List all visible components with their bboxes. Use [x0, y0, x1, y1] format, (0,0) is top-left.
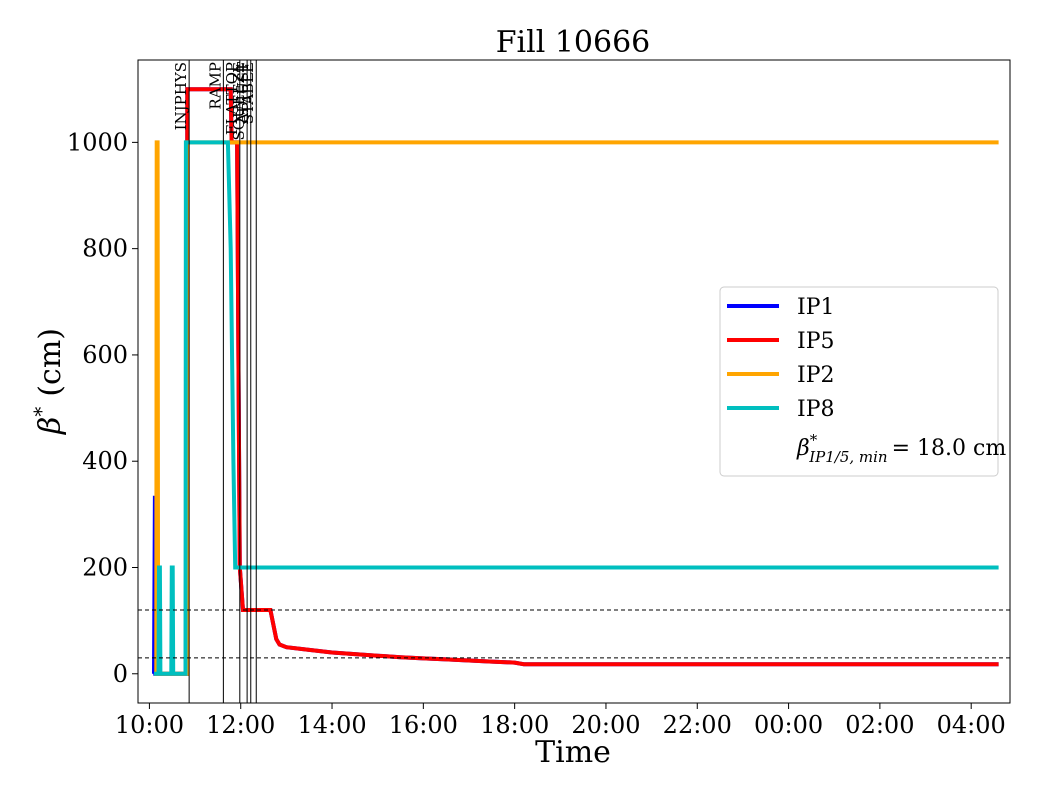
phase-label-stable: STABLE [239, 62, 257, 124]
x-tick-label: 12:00 [206, 711, 275, 739]
legend-entries: IP1 IP5 IP2 IP8 [727, 295, 835, 422]
x-tick-label: 02:00 [845, 711, 914, 739]
phase-label-flattop: FLATTOP [223, 62, 241, 135]
x-tick-label: 20:00 [571, 711, 640, 739]
x-tick-label: 00:00 [754, 711, 823, 739]
x-tick-label: 16:00 [389, 711, 458, 739]
legend: IP1 IP5 IP2 IP8 β* IP1/5, min = 18.0 cm [719, 286, 1006, 477]
y-axis-label: β* (cm) [29, 328, 68, 435]
plot-frame [137, 59, 1011, 704]
y-tick-label: 1000 [67, 128, 128, 156]
y-tick-label: 0 [113, 660, 128, 688]
phase-label-adjust: ADJUST [234, 62, 252, 125]
x-axis-ticks: 10:00 12:00 14:00 16:00 18:00 20:00 22:00 00:00… [115, 703, 1006, 739]
y-tick-label: 400 [82, 447, 128, 475]
series-line-ip8 [154, 140, 999, 676]
y-axis-label-unit: (cm) [33, 328, 68, 397]
phase-label-squeeze: SQUEEZE [230, 62, 248, 141]
y-tick-label: 800 [82, 235, 128, 263]
legend-beta-min-sub: IP1/5, min [808, 448, 887, 466]
legend-label-ip2: IP2 [797, 363, 835, 388]
legend-label-ip5: IP5 [797, 329, 835, 354]
y-axis-label-symbol: β [33, 417, 68, 435]
x-tick-label: 04:00 [937, 711, 1006, 739]
legend-box [719, 286, 999, 477]
legend-beta-min: β* IP1/5, min = 18.0 cm [796, 431, 1006, 466]
x-axis-label: Time [535, 735, 611, 770]
series-lines [152, 87, 999, 676]
legend-beta-min-value: = 18.0 cm [892, 436, 1007, 461]
legend-label-ip8: IP8 [797, 397, 835, 422]
x-tick-label: 14:00 [297, 711, 366, 739]
legend-beta-min-symbol: β [796, 436, 810, 461]
x-tick-label: 18:00 [480, 711, 549, 739]
y-tick-label: 200 [82, 553, 128, 581]
phase-label-ramp: RAMP [206, 62, 224, 110]
y-tick-label: 600 [82, 341, 128, 369]
reference-lines [138, 609, 1010, 659]
y-axis-label-sup: * [29, 407, 53, 417]
x-tick-label: 22:00 [663, 711, 732, 739]
phase-label-injphys: INJPHYS [172, 62, 190, 130]
chart-title: Fill 10666 [496, 25, 651, 60]
series-line-ip5 [154, 87, 999, 676]
y-axis-ticks: 0 200 400 600 800 1000 [67, 128, 138, 688]
legend-label-ip1: IP1 [797, 295, 835, 320]
x-tick-label: 10:00 [115, 711, 184, 739]
legend-beta-min-sup: * [810, 431, 818, 449]
